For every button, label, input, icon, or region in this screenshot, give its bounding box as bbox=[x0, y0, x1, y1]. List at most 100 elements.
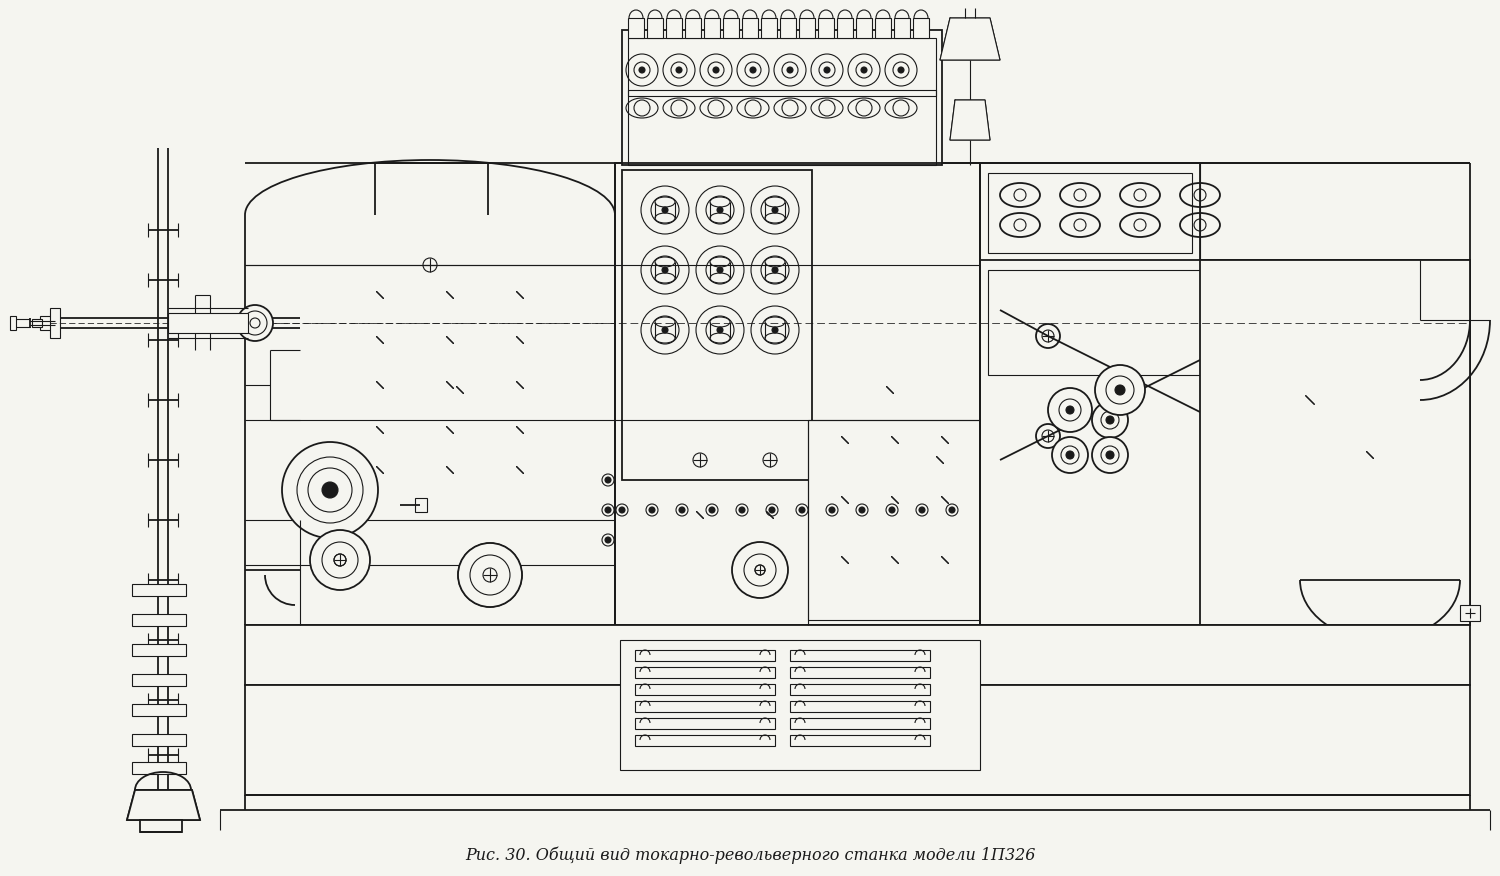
Bar bbox=[244, 625, 1470, 685]
Bar bbox=[634, 701, 776, 712]
Bar bbox=[634, 650, 776, 661]
Bar bbox=[790, 735, 930, 746]
Bar bbox=[132, 704, 186, 716]
Bar bbox=[790, 650, 930, 661]
Circle shape bbox=[662, 207, 668, 213]
Bar bbox=[132, 614, 186, 626]
Text: Рис. 30. Общий вид токарно-револьверного станка модели 1П326: Рис. 30. Общий вид токарно-револьверного… bbox=[465, 846, 1035, 864]
Bar bbox=[704, 18, 720, 38]
Bar bbox=[790, 667, 930, 678]
Bar bbox=[634, 684, 776, 695]
Circle shape bbox=[898, 67, 904, 73]
Circle shape bbox=[861, 67, 867, 73]
Bar bbox=[666, 18, 682, 38]
Bar bbox=[628, 38, 936, 96]
Circle shape bbox=[639, 67, 645, 73]
Bar bbox=[628, 18, 644, 38]
Bar bbox=[808, 420, 980, 620]
Bar bbox=[132, 644, 186, 656]
Circle shape bbox=[710, 507, 716, 513]
Circle shape bbox=[732, 542, 788, 598]
Circle shape bbox=[1236, 424, 1260, 448]
Circle shape bbox=[604, 477, 610, 483]
Circle shape bbox=[696, 306, 744, 354]
Circle shape bbox=[237, 305, 273, 341]
Bar bbox=[760, 18, 777, 38]
Circle shape bbox=[717, 327, 723, 333]
Circle shape bbox=[752, 246, 800, 294]
Circle shape bbox=[620, 507, 626, 513]
Bar bbox=[800, 18, 814, 38]
Circle shape bbox=[920, 507, 926, 513]
Bar bbox=[980, 260, 1470, 625]
Bar bbox=[132, 674, 186, 686]
Circle shape bbox=[752, 306, 800, 354]
Circle shape bbox=[712, 67, 718, 73]
Bar bbox=[837, 18, 854, 38]
Circle shape bbox=[1066, 451, 1074, 459]
Circle shape bbox=[680, 507, 686, 513]
Bar bbox=[634, 667, 776, 678]
Bar bbox=[620, 640, 980, 770]
Circle shape bbox=[282, 442, 378, 538]
Circle shape bbox=[1092, 437, 1128, 473]
Circle shape bbox=[1066, 406, 1074, 414]
Bar bbox=[818, 18, 834, 38]
Circle shape bbox=[640, 186, 688, 234]
Bar bbox=[780, 18, 796, 38]
Circle shape bbox=[1048, 388, 1092, 432]
Bar bbox=[686, 18, 700, 38]
Circle shape bbox=[824, 67, 830, 73]
Bar bbox=[10, 316, 16, 330]
Circle shape bbox=[1036, 424, 1060, 448]
Bar bbox=[988, 270, 1462, 375]
Circle shape bbox=[950, 507, 956, 513]
Bar bbox=[988, 173, 1192, 253]
Bar bbox=[40, 316, 56, 330]
Bar bbox=[622, 170, 812, 480]
Circle shape bbox=[890, 507, 896, 513]
Bar bbox=[856, 18, 871, 38]
Bar bbox=[1200, 260, 1470, 625]
Circle shape bbox=[859, 507, 865, 513]
Circle shape bbox=[717, 207, 723, 213]
Circle shape bbox=[676, 67, 682, 73]
Bar bbox=[742, 18, 758, 38]
Circle shape bbox=[1036, 324, 1060, 348]
Bar bbox=[634, 735, 776, 746]
Circle shape bbox=[696, 246, 744, 294]
Polygon shape bbox=[128, 790, 200, 820]
Bar bbox=[168, 313, 248, 333]
Circle shape bbox=[604, 507, 610, 513]
Circle shape bbox=[662, 267, 668, 273]
Circle shape bbox=[800, 507, 806, 513]
Bar bbox=[32, 319, 42, 327]
Circle shape bbox=[1236, 324, 1260, 348]
Circle shape bbox=[750, 67, 756, 73]
Bar bbox=[894, 18, 910, 38]
Bar bbox=[790, 718, 930, 729]
Circle shape bbox=[1114, 385, 1125, 395]
Bar bbox=[615, 163, 980, 625]
Circle shape bbox=[662, 327, 668, 333]
Circle shape bbox=[740, 507, 746, 513]
Circle shape bbox=[1092, 402, 1128, 438]
Bar bbox=[790, 701, 930, 712]
Circle shape bbox=[1095, 365, 1144, 415]
Circle shape bbox=[458, 543, 522, 607]
Bar bbox=[628, 90, 936, 165]
Circle shape bbox=[640, 306, 688, 354]
Circle shape bbox=[717, 267, 723, 273]
Bar bbox=[132, 762, 186, 774]
Bar bbox=[980, 163, 1200, 263]
Circle shape bbox=[322, 482, 338, 498]
Circle shape bbox=[772, 327, 778, 333]
Bar bbox=[1460, 605, 1480, 621]
Circle shape bbox=[770, 507, 776, 513]
Bar bbox=[874, 18, 891, 38]
Circle shape bbox=[696, 186, 744, 234]
Circle shape bbox=[772, 267, 778, 273]
Circle shape bbox=[604, 537, 610, 543]
Circle shape bbox=[752, 186, 800, 234]
Bar bbox=[140, 820, 182, 832]
